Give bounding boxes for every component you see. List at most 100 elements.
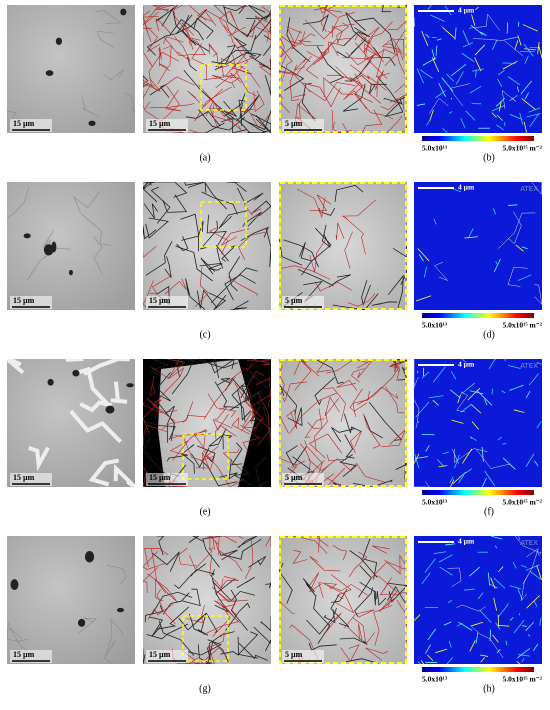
density-trace — [451, 448, 459, 464]
grain-boundary — [373, 605, 393, 646]
density-trace — [525, 621, 535, 632]
pore — [43, 244, 54, 256]
grain-boundary — [161, 8, 197, 46]
grain-boundary — [255, 456, 267, 487]
grain-boundary — [113, 463, 135, 487]
grain-boundary — [156, 606, 190, 630]
density-trace — [536, 421, 542, 429]
scale-bar-backdrop — [146, 119, 188, 132]
density-trace — [433, 366, 446, 383]
grain-boundary — [214, 424, 237, 440]
density-trace — [417, 421, 419, 423]
grain-boundary — [279, 265, 331, 280]
density-trace — [427, 654, 434, 661]
grain-boundary — [171, 359, 195, 395]
density-trace — [515, 244, 524, 252]
grain-boundary — [405, 220, 407, 254]
micrograph — [7, 536, 135, 664]
grain-boundary — [336, 379, 358, 391]
density-trace — [529, 570, 541, 580]
density-trace — [518, 536, 520, 541]
grain-boundary — [143, 280, 154, 310]
density-trace — [439, 566, 453, 576]
grain-boundary — [309, 239, 326, 273]
panel-label: (c) — [199, 329, 210, 340]
grain-boundary — [144, 605, 164, 623]
grain-boundary — [354, 32, 384, 63]
grain-boundary — [320, 37, 353, 53]
grain-boundary — [201, 359, 238, 369]
grain-boundary — [260, 615, 271, 632]
grain-boundary — [174, 563, 207, 590]
density-trace — [458, 474, 465, 484]
colorbar — [422, 490, 534, 495]
grain-boundary — [236, 576, 255, 589]
density-trace — [421, 572, 431, 585]
dislocation-map — [414, 5, 542, 133]
density-trace — [470, 24, 484, 35]
grain-boundary — [248, 110, 271, 130]
density-trace — [475, 69, 477, 78]
grain-boundary — [212, 52, 233, 69]
grain-boundary — [414, 399, 420, 428]
grain-boundary — [282, 381, 308, 403]
grain-boundary — [146, 398, 175, 422]
grain-boundary — [279, 26, 303, 59]
grain-boundary — [335, 222, 345, 240]
grain-boundary — [242, 211, 262, 227]
density-trace — [430, 14, 445, 22]
grain-boundary — [507, 267, 528, 287]
grain-boundary — [335, 66, 372, 85]
grain-boundary — [349, 64, 387, 91]
density-trace — [416, 68, 424, 84]
density-trace — [525, 453, 535, 467]
background — [279, 182, 407, 310]
grain-boundary — [371, 301, 398, 306]
colorbar-max: 5.0x10¹⁵ m⁻² — [503, 675, 543, 684]
watermark: ATEX — [520, 362, 538, 370]
density-trace — [449, 476, 454, 484]
density-trace — [457, 394, 462, 404]
grain-boundary — [352, 390, 370, 417]
pore — [10, 579, 19, 591]
grain-boundary — [222, 434, 233, 450]
grain-boundary — [324, 396, 340, 417]
micrograph — [414, 182, 542, 310]
density-trace — [484, 470, 496, 487]
grain-boundary — [162, 194, 188, 213]
grain-boundary — [229, 41, 248, 80]
density-trace — [427, 628, 437, 641]
grain-boundary — [319, 5, 338, 19]
scale-bar-backdrop — [146, 296, 188, 309]
pore — [84, 550, 95, 563]
grain-boundary — [147, 26, 161, 52]
density-trace — [455, 71, 464, 85]
pore — [88, 120, 96, 126]
grain-boundary — [93, 236, 103, 275]
scale-bar-label: 15 µm — [13, 650, 35, 659]
colorbar-min: 5.0x10¹³ — [422, 675, 448, 684]
grain-boundary — [391, 359, 401, 381]
density-trace — [498, 603, 509, 617]
grain-boundary — [323, 5, 343, 13]
density-trace — [450, 479, 455, 487]
grain-boundary — [222, 448, 243, 472]
grain-boundary — [531, 182, 542, 195]
grain-boundary — [247, 108, 271, 129]
grain-boundary — [374, 70, 385, 97]
density-trace — [490, 577, 496, 589]
density-trace — [507, 76, 521, 86]
density-trace — [446, 657, 453, 664]
grain-boundary — [143, 33, 153, 68]
density-trace — [533, 643, 539, 651]
grain-boundary — [344, 231, 353, 269]
grain-boundary — [215, 540, 243, 572]
grain-boundary — [241, 414, 271, 446]
density-trace — [488, 583, 498, 589]
grain-boundary — [248, 5, 271, 21]
density-trace — [522, 24, 538, 32]
density-trace — [516, 86, 520, 93]
grain-boundary — [297, 40, 324, 46]
panel-label: (f) — [484, 506, 494, 517]
density-trace — [495, 622, 501, 630]
